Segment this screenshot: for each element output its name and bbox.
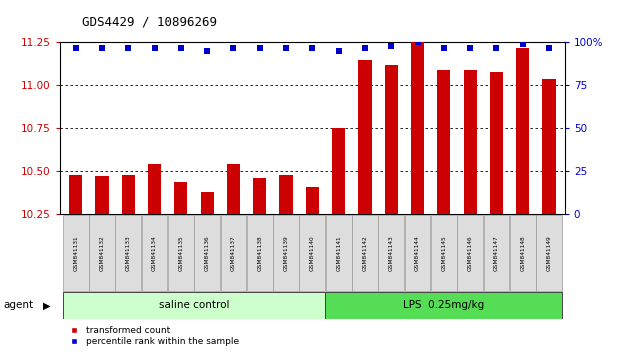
Text: GSM841143: GSM841143 — [389, 235, 394, 271]
Point — [255, 45, 265, 51]
Text: GSM841135: GSM841135 — [179, 235, 184, 271]
Bar — [280, 175, 293, 214]
Text: GSM841149: GSM841149 — [546, 235, 551, 271]
FancyBboxPatch shape — [194, 215, 220, 291]
Text: saline control: saline control — [159, 300, 229, 310]
Text: ▶: ▶ — [43, 300, 50, 310]
Text: GSM841140: GSM841140 — [310, 235, 315, 271]
FancyBboxPatch shape — [247, 215, 273, 291]
Text: LPS  0.25mg/kg: LPS 0.25mg/kg — [403, 300, 485, 310]
Bar — [148, 164, 161, 214]
FancyBboxPatch shape — [404, 215, 430, 291]
Bar — [306, 187, 319, 214]
Bar — [490, 72, 503, 214]
Text: GDS4429 / 10896269: GDS4429 / 10896269 — [82, 16, 217, 29]
Text: GSM841145: GSM841145 — [441, 235, 446, 271]
Text: GSM841132: GSM841132 — [100, 235, 105, 271]
Bar — [464, 70, 476, 214]
Bar — [201, 192, 214, 214]
Point — [71, 45, 81, 51]
Text: GSM841144: GSM841144 — [415, 235, 420, 271]
FancyBboxPatch shape — [221, 215, 246, 291]
Legend: transformed count, percentile rank within the sample: transformed count, percentile rank withi… — [61, 322, 242, 349]
Bar — [174, 182, 187, 214]
Text: GSM841134: GSM841134 — [152, 235, 157, 271]
Point — [544, 45, 554, 51]
Bar — [227, 164, 240, 214]
Text: GSM841141: GSM841141 — [336, 235, 341, 271]
FancyBboxPatch shape — [457, 215, 483, 291]
FancyBboxPatch shape — [273, 215, 299, 291]
Bar — [95, 176, 109, 214]
Text: GSM841133: GSM841133 — [126, 235, 131, 271]
Text: GSM841139: GSM841139 — [283, 235, 288, 271]
Text: GSM841147: GSM841147 — [494, 235, 499, 271]
Bar — [543, 79, 555, 214]
Text: GSM841137: GSM841137 — [231, 235, 236, 271]
Bar — [385, 65, 398, 214]
FancyBboxPatch shape — [300, 215, 325, 291]
Point — [307, 45, 317, 51]
FancyBboxPatch shape — [510, 215, 536, 291]
FancyBboxPatch shape — [431, 215, 457, 291]
Point — [386, 43, 396, 49]
Point — [334, 48, 344, 54]
Text: GSM841148: GSM841148 — [520, 235, 525, 271]
Point — [413, 40, 423, 45]
FancyBboxPatch shape — [89, 215, 115, 291]
Text: GSM841146: GSM841146 — [468, 235, 473, 271]
FancyBboxPatch shape — [483, 215, 509, 291]
Bar — [69, 175, 82, 214]
Point — [360, 45, 370, 51]
Bar — [332, 129, 345, 214]
Text: GSM841136: GSM841136 — [204, 235, 209, 271]
FancyBboxPatch shape — [63, 215, 88, 291]
Bar — [411, 42, 424, 214]
Point — [176, 45, 186, 51]
FancyBboxPatch shape — [168, 215, 194, 291]
Point — [228, 45, 239, 51]
FancyBboxPatch shape — [326, 292, 562, 319]
FancyBboxPatch shape — [62, 292, 326, 319]
Text: GSM841131: GSM841131 — [73, 235, 78, 271]
Point — [123, 45, 133, 51]
FancyBboxPatch shape — [326, 215, 351, 291]
Text: GSM841142: GSM841142 — [362, 235, 367, 271]
Point — [202, 48, 212, 54]
FancyBboxPatch shape — [115, 215, 141, 291]
Text: GSM841138: GSM841138 — [257, 235, 262, 271]
Bar — [253, 178, 266, 214]
Bar — [437, 70, 451, 214]
Point — [150, 45, 160, 51]
Point — [465, 45, 475, 51]
Point — [517, 41, 528, 47]
FancyBboxPatch shape — [379, 215, 404, 291]
FancyBboxPatch shape — [352, 215, 378, 291]
FancyBboxPatch shape — [142, 215, 167, 291]
Point — [97, 45, 107, 51]
FancyBboxPatch shape — [536, 215, 562, 291]
Point — [492, 45, 502, 51]
Bar — [122, 175, 135, 214]
Bar — [516, 48, 529, 214]
Point — [281, 45, 291, 51]
Text: agent: agent — [3, 300, 33, 310]
Bar — [358, 59, 372, 214]
Point — [439, 45, 449, 51]
